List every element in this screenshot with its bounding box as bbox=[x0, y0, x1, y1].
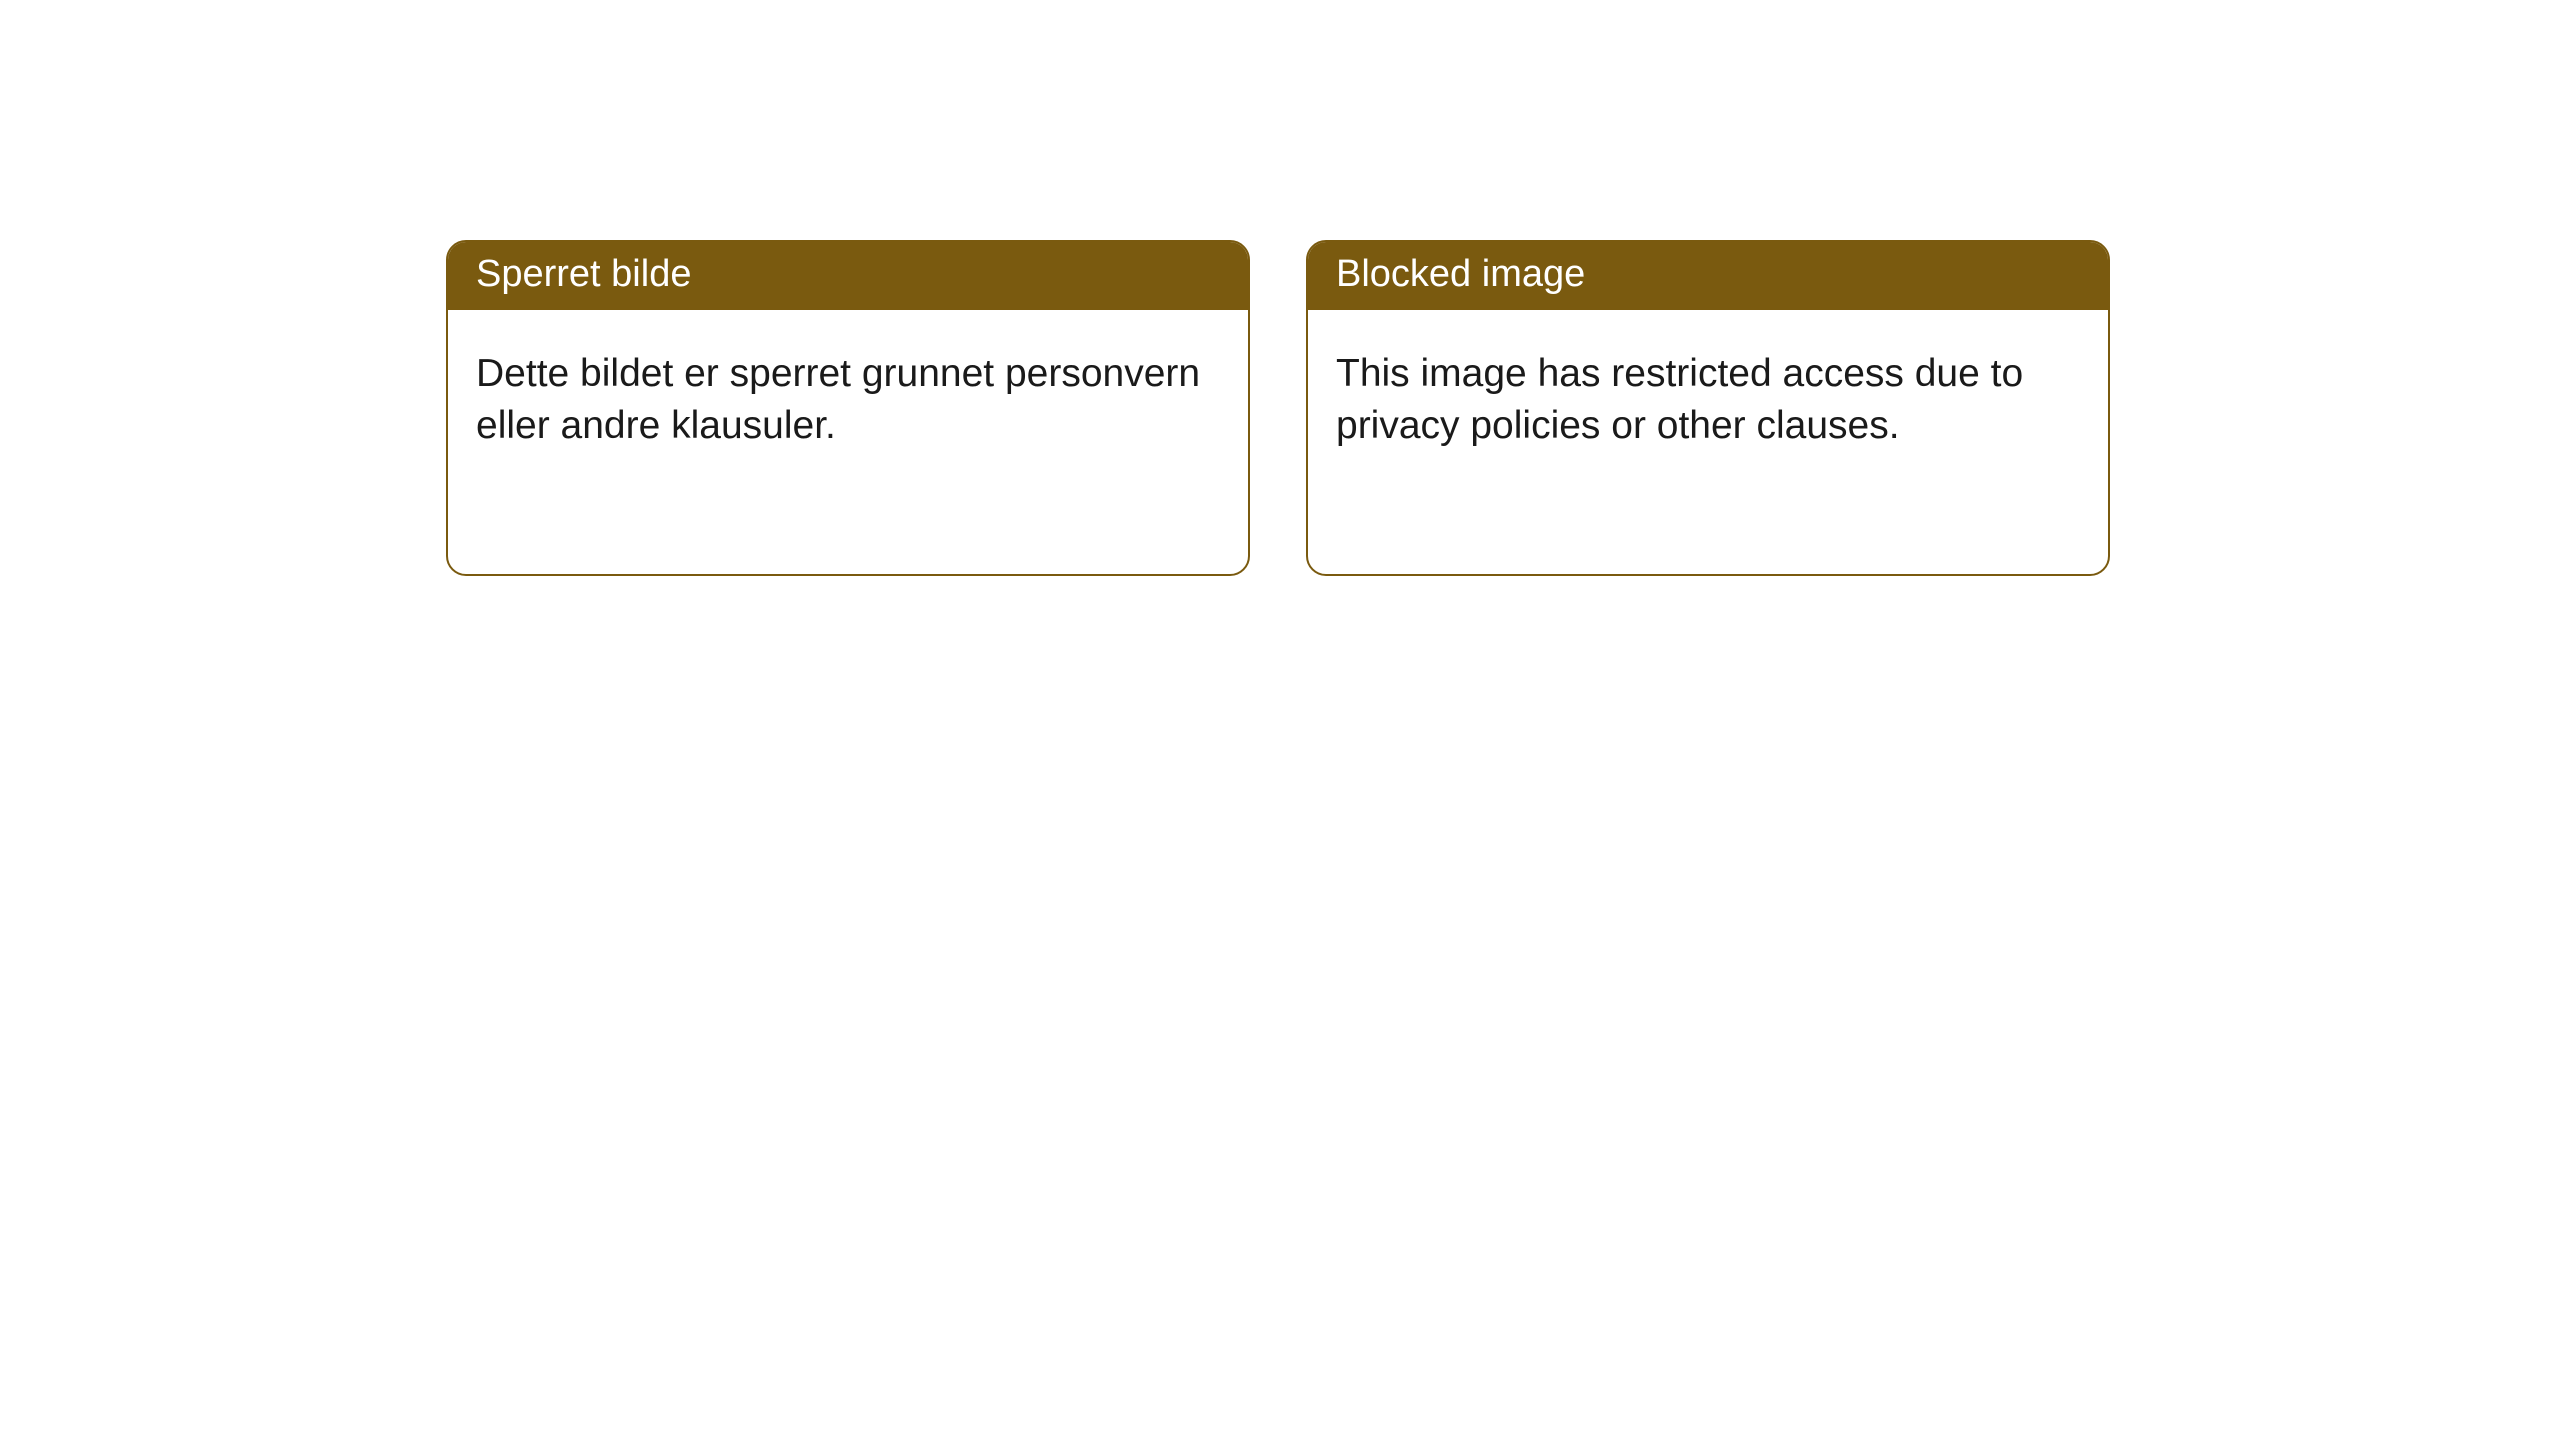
notice-body: This image has restricted access due to … bbox=[1308, 310, 2108, 481]
notice-title: Blocked image bbox=[1308, 242, 2108, 310]
notice-card-english: Blocked image This image has restricted … bbox=[1306, 240, 2110, 576]
notice-title: Sperret bilde bbox=[448, 242, 1248, 310]
notice-container: Sperret bilde Dette bildet er sperret gr… bbox=[0, 0, 2560, 576]
notice-body: Dette bildet er sperret grunnet personve… bbox=[448, 310, 1248, 481]
notice-card-norwegian: Sperret bilde Dette bildet er sperret gr… bbox=[446, 240, 1250, 576]
